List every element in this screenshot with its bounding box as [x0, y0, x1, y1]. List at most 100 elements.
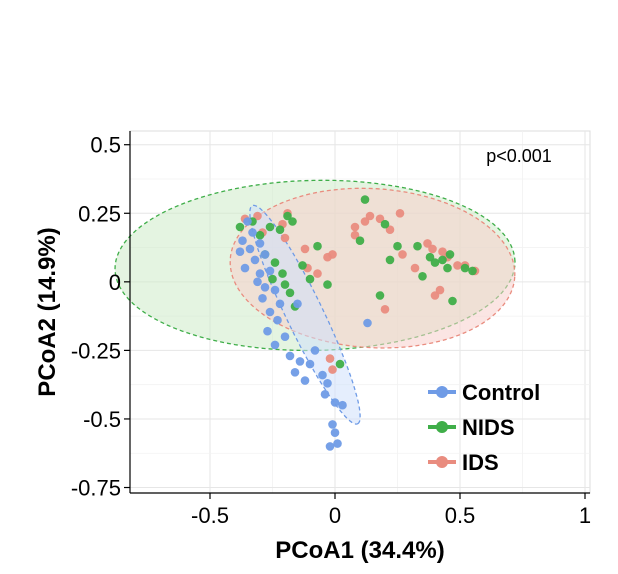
point-nids	[430, 258, 440, 267]
point-nids	[313, 241, 322, 251]
point-control	[285, 351, 295, 361]
point-nids	[335, 359, 345, 369]
point-control	[328, 420, 337, 429]
point-ids	[380, 305, 390, 314]
point-control	[273, 315, 282, 325]
point-control	[253, 277, 262, 287]
point-control	[260, 283, 270, 292]
legend: Control NIDS IDS	[428, 380, 540, 475]
point-control	[330, 398, 340, 407]
point-control	[293, 299, 302, 309]
legend-label-nids: NIDS	[462, 415, 515, 440]
point-control	[248, 228, 257, 237]
point-control	[295, 357, 305, 366]
point-control	[275, 299, 285, 309]
point-control	[245, 244, 255, 254]
point-nids	[448, 296, 457, 306]
x-axis-title: PCoA1 (34.4%)	[275, 537, 444, 564]
legend-label-ids: IDS	[462, 450, 499, 475]
axes	[129, 131, 590, 494]
point-control	[318, 370, 327, 380]
legend-swatch-dot-nids	[436, 421, 448, 433]
point-nids	[275, 225, 285, 234]
point-control	[290, 368, 300, 377]
point-ids	[410, 263, 420, 273]
point-nids	[438, 255, 447, 265]
point-nids	[460, 263, 470, 273]
point-control	[280, 332, 290, 342]
point-nids	[285, 288, 295, 298]
point-ids	[385, 225, 395, 234]
point-control	[270, 285, 280, 295]
point-ids	[328, 365, 337, 374]
x-tick-label: 0.5	[445, 503, 476, 528]
point-nids	[270, 258, 280, 267]
point-control	[258, 294, 267, 303]
point-control	[260, 250, 270, 259]
annotation-pvalue: p<0.001	[486, 146, 552, 166]
legend-label-control: Control	[462, 380, 540, 405]
point-ids	[253, 211, 262, 221]
point-nids	[468, 266, 477, 276]
point-nids	[298, 261, 307, 270]
point-ids	[395, 209, 405, 218]
point-control	[363, 318, 372, 328]
point-control	[305, 359, 315, 369]
point-nids	[380, 219, 390, 229]
point-ids	[280, 233, 290, 243]
point-nids	[278, 269, 287, 278]
point-control	[235, 247, 245, 256]
point-nids	[355, 236, 365, 245]
point-ids	[350, 222, 360, 232]
point-nids	[418, 272, 427, 281]
point-nids	[323, 280, 332, 289]
y-tick-label: -0.25	[71, 338, 121, 363]
point-nids	[393, 241, 402, 251]
point-nids	[235, 222, 245, 232]
point-ids	[325, 354, 335, 363]
point-nids	[305, 274, 315, 284]
point-control	[310, 346, 320, 355]
point-nids	[265, 222, 275, 232]
point-ids	[398, 250, 407, 259]
point-nids	[445, 250, 455, 259]
point-nids	[255, 230, 265, 240]
legend-swatch-dot-ids	[436, 456, 448, 468]
point-nids	[385, 255, 395, 265]
point-ids	[430, 291, 440, 300]
point-control	[238, 236, 247, 245]
point-ids	[423, 239, 432, 248]
point-nids	[283, 211, 292, 221]
point-ids	[438, 247, 447, 256]
point-nids	[280, 280, 290, 289]
x-tick-label: 0	[329, 503, 341, 528]
y-tick-label: -0.75	[71, 476, 121, 501]
point-ids	[313, 269, 322, 278]
point-control	[325, 442, 335, 451]
point-control	[250, 255, 260, 265]
point-nids	[425, 252, 435, 262]
x-ticks: -0.5 0 0.5 1	[191, 493, 591, 528]
point-nids	[413, 241, 422, 251]
point-control	[300, 376, 310, 385]
point-control	[255, 269, 265, 278]
point-ids	[350, 230, 360, 240]
y-tick-label: 0	[109, 270, 121, 295]
point-control	[323, 379, 332, 388]
point-control	[263, 326, 272, 336]
point-nids	[360, 195, 370, 204]
point-control	[338, 400, 347, 410]
y-axis-title: PCoA2 (14.9%)	[34, 227, 61, 396]
legend-swatch-dot-control	[436, 386, 448, 398]
y-ticks: 0.5 0.25 0 -0.25 -0.5 -0.75	[71, 133, 130, 501]
point-control	[333, 439, 342, 448]
point-control	[270, 340, 280, 350]
x-tick-label: -0.5	[191, 503, 229, 528]
point-control	[330, 428, 340, 438]
x-tick-label: 1	[579, 503, 591, 528]
point-nids	[268, 274, 277, 284]
y-tick-label: -0.5	[83, 407, 121, 432]
point-ids	[428, 244, 437, 254]
point-control	[240, 263, 250, 273]
